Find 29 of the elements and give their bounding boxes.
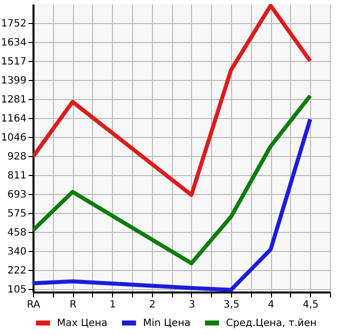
y-tick-label: 1281 bbox=[1, 94, 26, 106]
line-series bbox=[33, 117, 312, 292]
y-tick-label: 575 bbox=[7, 208, 26, 220]
y-tick-label: 1046 bbox=[1, 132, 26, 144]
line-series bbox=[33, 4, 312, 197]
x-tick-label: 2 bbox=[149, 300, 156, 310]
legend-label: Min Цена bbox=[143, 318, 191, 329]
x-tick-label: 4,5 bbox=[302, 300, 319, 310]
legend-label: Сред.Цена, т.йен bbox=[226, 318, 317, 329]
y-tick-label: 1517 bbox=[1, 56, 26, 68]
line-series bbox=[33, 94, 312, 266]
x-tick-label: 3 bbox=[188, 300, 196, 310]
y-tick-label: 105 bbox=[7, 284, 26, 296]
y-tick-label: 340 bbox=[7, 246, 26, 258]
x-tick-label: 1 bbox=[110, 300, 116, 310]
x-tick-label: 3,5 bbox=[224, 300, 240, 310]
y-tick-label: 1164 bbox=[1, 114, 26, 125]
legend-label: Max Цена bbox=[57, 318, 108, 329]
y-tick-label: 222 bbox=[7, 266, 26, 277]
x-tick-label: RA bbox=[26, 300, 40, 310]
y-tick-label: 1634 bbox=[1, 38, 26, 49]
x-tick-label: R bbox=[70, 300, 77, 310]
x-tick-label: 4 bbox=[268, 300, 274, 310]
y-tick-label: 693 bbox=[7, 190, 26, 201]
y-tick-label: 1752 bbox=[1, 18, 26, 30]
y-tick-label: 458 bbox=[7, 228, 26, 239]
y-tick-label: 928 bbox=[7, 152, 26, 163]
y-tick-label: 811 bbox=[7, 170, 26, 182]
y-tick-label: 1399 bbox=[1, 76, 26, 87]
